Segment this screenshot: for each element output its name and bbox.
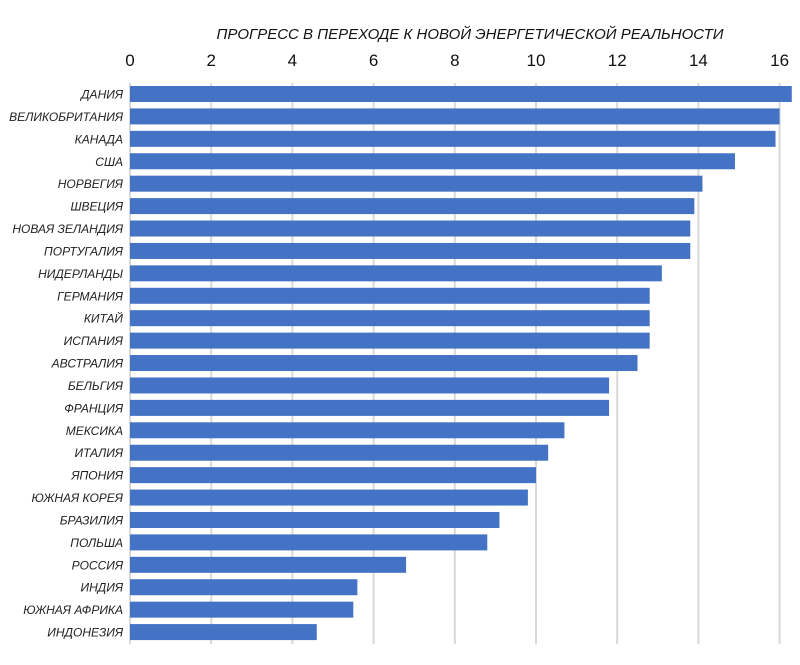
bar xyxy=(130,467,536,484)
chart-title: ПРОГРЕСС В ПЕРЕХОДЕ К НОВОЙ ЭНЕРГЕТИЧЕСК… xyxy=(217,25,724,43)
category-label: КАНАДА xyxy=(75,132,123,146)
category-label: ВЕЛИКОБРИТАНИЯ xyxy=(9,110,124,124)
x-tick-label: 12 xyxy=(608,51,627,70)
bar xyxy=(130,511,500,528)
category-label: ИТАЛИЯ xyxy=(74,446,123,460)
category-label: ФРАНЦИЯ xyxy=(64,401,124,415)
bar xyxy=(130,444,549,461)
category-label: ИНДИЯ xyxy=(81,581,124,595)
x-tick-label: 14 xyxy=(689,51,708,70)
x-tick-label: 4 xyxy=(288,51,297,70)
bars xyxy=(130,86,792,641)
category-label: ГЕРМАНИЯ xyxy=(57,289,124,303)
bar xyxy=(130,198,695,215)
bar xyxy=(130,399,610,416)
category-label: ПОЛЬША xyxy=(70,536,123,550)
category-label: БРАЗИЛИЯ xyxy=(60,513,124,527)
x-tick-label: 10 xyxy=(527,51,546,70)
bar xyxy=(130,242,691,259)
category-label: ДАНИЯ xyxy=(79,88,124,102)
bar xyxy=(130,130,776,147)
bar xyxy=(130,377,610,394)
bar xyxy=(130,153,735,170)
bar xyxy=(130,534,488,551)
bar xyxy=(130,86,792,102)
category-label: НОРВЕГИЯ xyxy=(58,177,124,191)
bar xyxy=(130,310,650,327)
category-label: ПОРТУГАЛИЯ xyxy=(44,244,124,258)
category-label: ЮЖНАЯ КОРЕЯ xyxy=(31,491,123,505)
bar xyxy=(130,556,407,573)
category-label: АВСТРАЛИЯ xyxy=(51,357,124,371)
bar xyxy=(130,601,354,618)
category-label: НОВАЯ ЗЕЛАНДИЯ xyxy=(12,222,123,236)
bar xyxy=(130,108,780,125)
x-tick-label: 6 xyxy=(369,51,378,70)
bar xyxy=(130,220,691,237)
category-label: ЮЖНАЯ АФРИКА xyxy=(23,603,123,617)
bar xyxy=(130,489,528,506)
category-label: РОССИЯ xyxy=(72,558,124,572)
bar xyxy=(130,265,662,282)
category-label: США xyxy=(95,155,123,169)
bar xyxy=(130,422,565,439)
category-label: ЯПОНИЯ xyxy=(70,469,123,483)
x-tick-label: 16 xyxy=(770,51,789,70)
category-label: КИТАЙ xyxy=(84,310,124,326)
bar xyxy=(130,287,650,304)
bar xyxy=(130,624,317,641)
category-label: НИДЕРЛАНДЫ xyxy=(38,267,123,281)
bar xyxy=(130,332,650,349)
x-tick-label: 0 xyxy=(125,51,134,70)
category-label: ИСПАНИЯ xyxy=(64,334,124,348)
bar xyxy=(130,355,638,372)
category-labels: ДАНИЯ ВЕЛИКОБРИТАНИЯ КАНАДА США НОРВЕГИЯ ШВЕЦ… xyxy=(9,88,124,640)
x-tick-label: 8 xyxy=(450,51,459,70)
bar xyxy=(130,579,358,596)
bar xyxy=(130,175,703,192)
category-label: МЕКСИКА xyxy=(66,424,123,438)
category-label: ИНДОНЕЗИЯ xyxy=(47,626,124,640)
category-label: ШВЕЦИЯ xyxy=(70,200,123,214)
x-tick-label: 2 xyxy=(206,51,215,70)
x-axis-ticks: 0 2 4 6 8 10 12 14 16 xyxy=(125,51,789,70)
category-label: БЕЛЬГИЯ xyxy=(68,379,124,393)
